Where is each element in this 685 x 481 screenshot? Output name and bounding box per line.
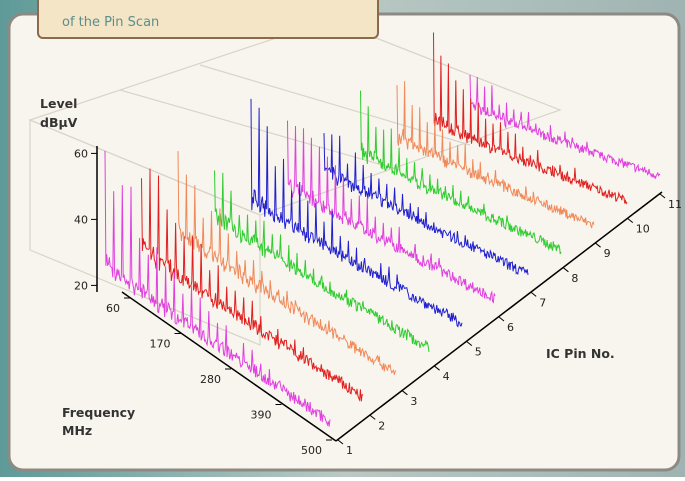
pin-tick: [659, 193, 666, 199]
pin-axis: [335, 191, 663, 442]
pin-tick: [402, 390, 408, 396]
spectrum-trace: [469, 74, 661, 180]
spectrum-trace: [433, 32, 628, 205]
level-tick-label: 60: [74, 147, 88, 160]
frequency-tick-label: 390: [251, 409, 272, 422]
pin-tick-label: 9: [604, 247, 611, 260]
pin-tick: [337, 439, 344, 445]
frequency-unit: MHz: [62, 423, 92, 438]
frequency-tick-label: 500: [301, 444, 322, 457]
chart-panel: [7, 12, 681, 472]
tooltip-text: of the Pin Scan: [62, 15, 159, 30]
pin-tick: [434, 365, 440, 371]
level-tick-label: 20: [74, 279, 88, 292]
pin-tick-label: 10: [636, 223, 650, 236]
pin-tick: [369, 415, 376, 420]
spectrum-trace: [396, 81, 595, 229]
spectrum-trace: [360, 90, 562, 255]
spectrum-trace: [323, 133, 529, 276]
pin-tick: [595, 242, 601, 248]
spectrum-trace: [287, 120, 496, 304]
pin-tick: [466, 341, 473, 346]
spectrum-trace: [250, 98, 463, 328]
level-unit: dBµV: [40, 115, 78, 130]
level-title: Level: [40, 96, 77, 111]
frequency-title: Frequency: [62, 405, 135, 420]
pin-tick-label: 6: [507, 321, 514, 334]
pin-title: IC Pin No.: [546, 346, 615, 361]
pin-tick-label: 2: [378, 419, 385, 432]
spectrum-trace: [104, 150, 331, 427]
pin-tick-label: 3: [410, 395, 417, 408]
pin-tick-label: 8: [571, 272, 578, 285]
pin-tick-label: 5: [475, 346, 482, 359]
spectrum-trace: [141, 168, 364, 402]
tooltip-box: [37, 0, 379, 39]
frequency-tick-label: 60: [106, 302, 120, 315]
chip-sketch: [28, 19, 562, 346]
pin-tick: [530, 292, 537, 297]
spectrum-trace: [177, 151, 397, 375]
pin-tick: [563, 267, 569, 273]
pin-tick: [627, 218, 634, 223]
pin-tick-label: 7: [539, 296, 546, 309]
level-tick-label: 40: [74, 213, 88, 226]
pin-tick: [498, 316, 505, 322]
frequency-tick-label: 170: [150, 338, 171, 351]
frequency-tick-label: 280: [200, 373, 221, 386]
pin-tick-label: 4: [443, 370, 450, 383]
pin-tick-label: 1: [346, 444, 353, 457]
frequency-axis: [121, 291, 337, 442]
spectrum-trace: [214, 170, 430, 353]
pin-tick-label: 11: [668, 198, 682, 211]
